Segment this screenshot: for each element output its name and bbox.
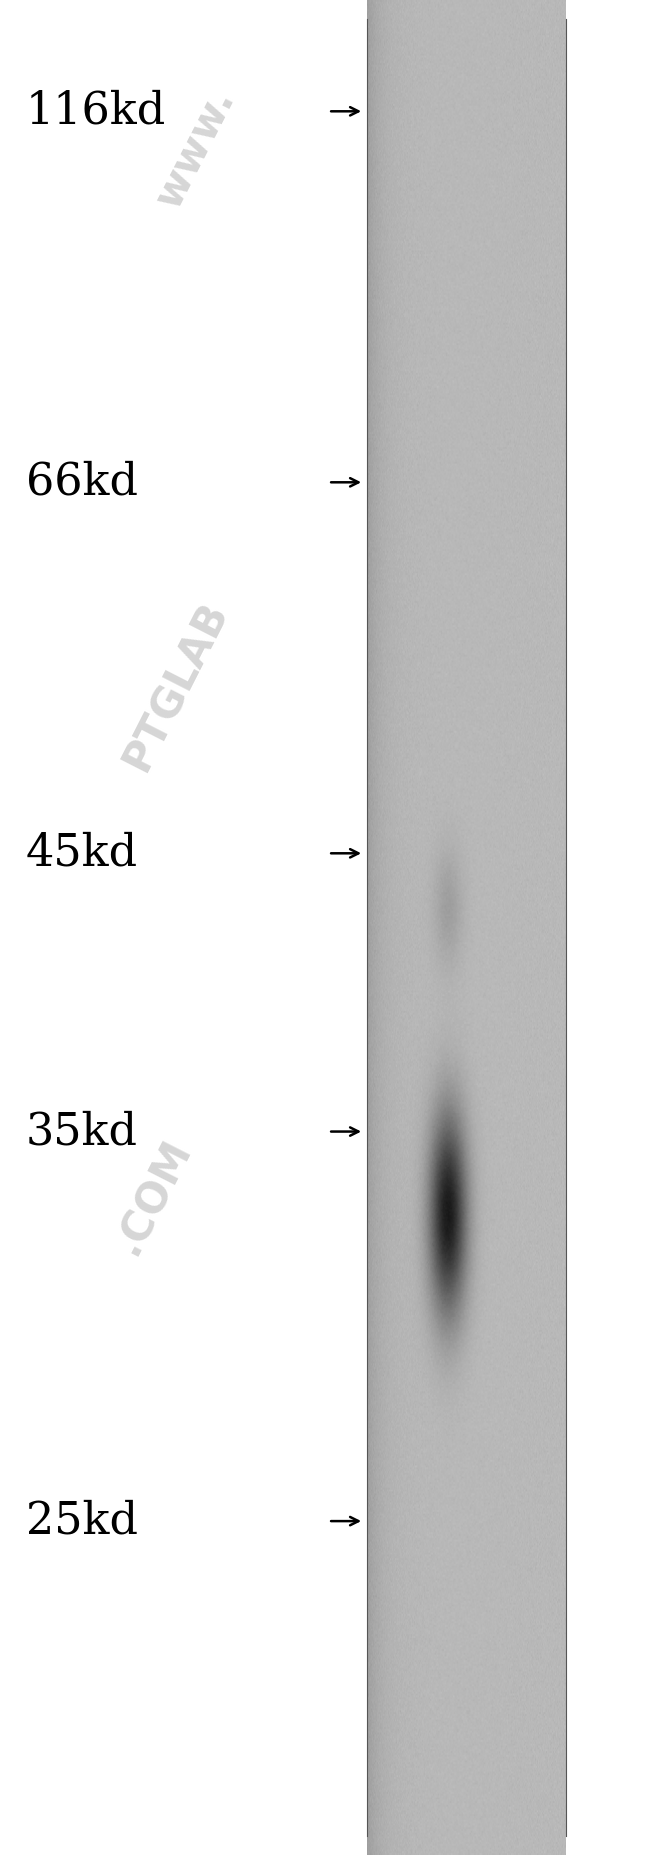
Text: www.: www. [147, 82, 243, 215]
Text: 25kd: 25kd [26, 1499, 138, 1543]
Text: PTGLAB: PTGLAB [115, 595, 236, 777]
Text: 116kd: 116kd [26, 89, 166, 134]
Text: 66kd: 66kd [26, 460, 138, 505]
Text: .COM: .COM [106, 1132, 200, 1261]
Text: 45kd: 45kd [26, 831, 138, 876]
Text: 35kd: 35kd [26, 1109, 138, 1154]
